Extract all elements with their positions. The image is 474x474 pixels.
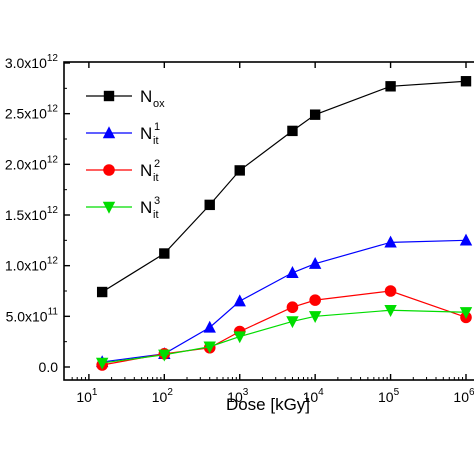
x-tick-label: 104 [303,387,325,405]
y-tick-exponent: 12 [47,256,59,267]
x-tick-label: 106 [453,387,474,405]
x-axis-title: Dose [kGy] [226,395,310,414]
plot-area: 101 102 103 104 105 1060.05.0x10111.0x10121.5… [5,53,474,414]
data-point [203,320,216,333]
data-point [286,316,299,329]
x-tick-base: 10 [378,389,394,405]
series-3 [96,285,472,371]
legend-label: N 3 it [140,195,160,221]
x-tick-base: 10 [152,389,168,405]
data-point [308,311,322,324]
data-point [95,357,109,370]
data-point [234,165,245,176]
x-tick-base: 10 [227,389,243,405]
data-point [203,341,216,354]
data-point [385,81,396,92]
y-tick-mantissa: 1.0x10 [5,258,47,274]
data-point [459,233,473,246]
data-point [309,294,321,306]
y-tick-exponent: 12 [47,154,59,165]
x-tick-exponent: 6 [469,387,474,398]
y-tick-label: 2.5x1012 [5,104,59,122]
legend-label-main: N [140,87,152,106]
series-4 [95,305,473,370]
y-tick-mantissa: 5.0x10 [6,308,48,324]
x-tick-base: 10 [76,389,92,405]
y-tick-label: 1.0x1012 [5,256,59,274]
y-tick-label: 2.0x1012 [5,154,59,172]
data-point [287,125,298,137]
legend-label-main: N [140,124,152,143]
x-tick-label: 102 [152,387,174,405]
data-point [308,256,322,269]
legend-label: Nox [140,87,165,110]
legend-label-sup: 1 [154,121,160,133]
y-tick-exponent: 12 [47,53,59,64]
y-tick-label: 0.0 [39,359,59,375]
series-line [102,290,467,366]
data-point [286,301,299,314]
data-point [158,349,171,362]
legend-label-sub: it [153,135,159,147]
plot-frame [63,61,474,381]
series-line [102,239,467,363]
x-tick-base: 10 [303,389,319,405]
legend-label-sub: ox [153,98,165,110]
legend-label-sub: it [153,209,159,221]
series-line [101,80,467,293]
data-point [96,286,108,298]
legend-marker [103,164,115,176]
data-point [460,76,472,87]
series-1 [96,76,472,298]
y-tick-mantissa: 2.0x10 [5,156,47,172]
x-tick-label: 105 [378,387,400,405]
x-tick-base: 10 [453,389,469,405]
data-point [233,331,246,344]
legend-label: N 1 it [140,121,160,147]
x-tick-exponent: 2 [167,387,173,398]
data-point [309,109,321,120]
y-tick-mantissa: 1.5x10 [5,207,47,223]
y-tick-mantissa: 3.0x10 [5,55,47,71]
legend-label-main: N [140,198,152,217]
y-tick-exponent: 11 [48,306,59,317]
y-tick-mantissa: 2.5x10 [5,106,47,122]
legend-marker [102,201,116,214]
y-tick-label: 1.5x1012 [5,205,59,223]
data-point [286,266,299,278]
x-tick-label: 103 [227,387,249,405]
x-tick-label: 101 [76,387,98,405]
x-tick-exponent: 1 [92,387,98,398]
data-point [204,199,215,211]
legend-marker [103,90,115,102]
x-tick-exponent: 3 [243,387,249,398]
y-tick-mantissa: 0.0 [39,359,59,375]
y-tick-label: 5.0x1011 [6,306,59,324]
y-tick-exponent: 12 [47,205,59,216]
x-tick-exponent: 4 [318,387,324,398]
data-point [384,305,397,317]
data-point [159,248,170,259]
legend-label-sup: 2 [154,158,160,170]
legend-label: N 2 it [140,158,160,184]
legend-marker [102,126,116,139]
legend-label-sup: 3 [154,195,160,207]
data-point [384,285,397,297]
data-point [459,307,473,319]
legend-label-sub: it [153,172,159,184]
y-tick-exponent: 12 [47,104,59,115]
data-point [233,294,246,307]
series-line [102,309,467,364]
data-point [384,235,397,248]
x-tick-exponent: 5 [394,387,400,398]
legend-label-main: N [140,161,152,180]
y-tick-label: 3.0x1012 [5,53,59,71]
